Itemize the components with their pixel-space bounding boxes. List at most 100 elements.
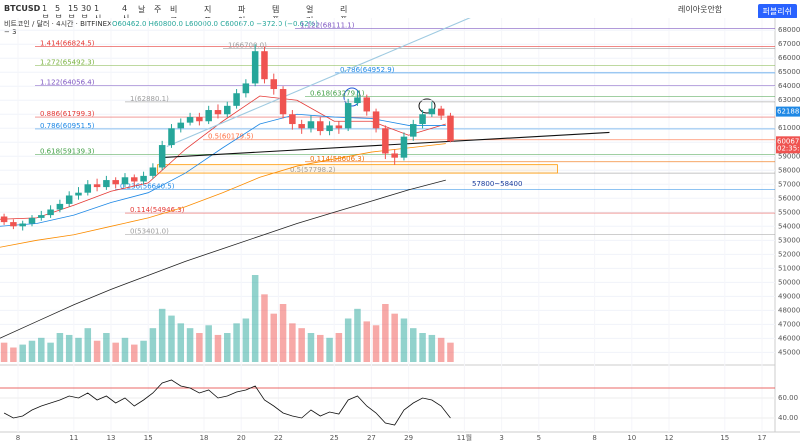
candle-body	[428, 108, 436, 115]
level-label: 0.886(61799.3)	[40, 110, 95, 118]
y-tick-label: 54000	[778, 222, 800, 230]
candle-body	[140, 175, 147, 182]
candle-body	[233, 93, 240, 106]
rsi-tick-label: 60.00	[778, 394, 798, 402]
level-label: 0.786(60951.5)	[40, 122, 95, 130]
candle-body	[149, 167, 157, 176]
x-tick-label: 11	[69, 434, 78, 442]
x-tick-label: 25	[330, 434, 339, 442]
last-price-label: 60067.0	[777, 137, 800, 145]
y-tick-label: 49000	[778, 292, 800, 300]
rsi-tick-label: 40.00	[778, 414, 798, 422]
moving-average	[0, 179, 446, 339]
candle-body	[372, 111, 380, 129]
volume-bar	[233, 323, 240, 362]
trendline	[166, 18, 471, 147]
volume-bar	[149, 328, 157, 362]
y-tick-label: 53000	[778, 236, 800, 244]
interval-button[interactable]: 주	[154, 5, 162, 14]
level-label: 0.236(56640.5)	[120, 182, 175, 190]
candle-body	[121, 177, 129, 185]
candle-body	[65, 195, 73, 204]
candle-body	[261, 51, 268, 80]
y-tick-label: 58000	[778, 166, 800, 174]
candle-body	[93, 184, 101, 188]
volume-bar	[400, 318, 408, 362]
volume-bar	[298, 328, 305, 362]
volume-bar	[410, 328, 417, 362]
volume-bar	[251, 275, 259, 362]
chart: 비트코인 / 달러 · 4시간 · BITFINEX O60462.0 H608…	[0, 18, 800, 444]
candle-body	[19, 223, 26, 227]
volume-bar	[224, 333, 231, 362]
last-price-tag	[776, 136, 800, 154]
legend-title: 비트코인 / 달러 · 4시간 · BITFINEX	[4, 19, 112, 28]
candle-body	[289, 114, 296, 125]
interval-button[interactable]: 날	[138, 5, 146, 14]
y-tick-label: 66000	[778, 54, 800, 62]
volume-bar	[186, 328, 194, 362]
volume-bar	[391, 313, 398, 362]
candle-body	[56, 203, 64, 210]
volume-bar	[335, 333, 343, 362]
layout[interactable]: 레이아웃안함	[678, 5, 723, 14]
level-label: 1(66700.0)	[228, 41, 267, 49]
circle-drawing	[343, 87, 361, 107]
y-tick-label: 63000	[778, 96, 800, 104]
y-tick-label: 56000	[778, 194, 800, 202]
candle-body	[28, 217, 36, 224]
candle-body	[131, 177, 138, 182]
candle-body	[177, 122, 185, 129]
candle-body	[326, 125, 333, 132]
volume-bar	[261, 294, 268, 362]
candle-body	[410, 124, 417, 137]
volume-bar	[214, 334, 222, 362]
volume-bar	[363, 321, 371, 362]
level-label: 0.786(64952.9)	[340, 66, 395, 74]
level-label: 0.618(63279.1)	[310, 89, 365, 97]
volume-bar	[47, 342, 54, 362]
y-tick-label: 47000	[778, 320, 800, 328]
candle-body	[270, 79, 278, 90]
circle-drawing	[418, 98, 436, 114]
volume-bar	[344, 318, 352, 362]
candle-body	[419, 114, 426, 125]
volume-bar	[177, 323, 185, 362]
candle-body	[335, 125, 343, 129]
y-tick-label: 64000	[778, 82, 800, 90]
candle-body	[103, 180, 110, 188]
volume-bar	[437, 337, 445, 362]
y-tick-label: 51000	[778, 264, 800, 272]
volume-bar	[75, 337, 82, 362]
volume-bar	[19, 344, 26, 362]
symbol[interactable]: BTCUSD	[4, 4, 41, 13]
x-tick-label: 11월	[457, 433, 472, 442]
zone-box	[157, 164, 558, 174]
candle-body	[344, 103, 352, 129]
volume-bar	[326, 337, 333, 362]
y-tick-label: 50000	[778, 278, 800, 286]
candle-body	[38, 215, 45, 218]
volume-bar	[270, 313, 278, 362]
candle-body	[214, 110, 222, 115]
y-tick-label: 61000	[778, 124, 800, 132]
volume-bar	[354, 308, 361, 362]
volume-bar	[428, 334, 436, 362]
candle-body	[307, 121, 315, 129]
toolbar: BTCUSD 1분5분15분30분1시간4시간날주 비교지표파이넨셜템플릿얼러트…	[0, 0, 800, 47]
candle-body	[251, 51, 259, 84]
x-tick-label: 20	[237, 434, 246, 442]
publish-button[interactable]: 퍼블리쉬	[757, 4, 797, 19]
x-tick-label: 15	[720, 434, 729, 442]
volume-bar	[140, 340, 147, 362]
x-tick-label: 22	[274, 434, 283, 442]
moving-average	[0, 143, 446, 248]
x-tick-label: 8	[592, 434, 596, 442]
y-tick-label: 55000	[778, 208, 800, 216]
candle-body	[382, 128, 389, 154]
level-label: 1.414(66824.5)	[40, 40, 95, 48]
x-tick-label: 13	[107, 434, 116, 442]
candle-body	[168, 128, 175, 146]
volume-bar	[10, 347, 17, 362]
x-tick-label: 5	[537, 434, 541, 442]
